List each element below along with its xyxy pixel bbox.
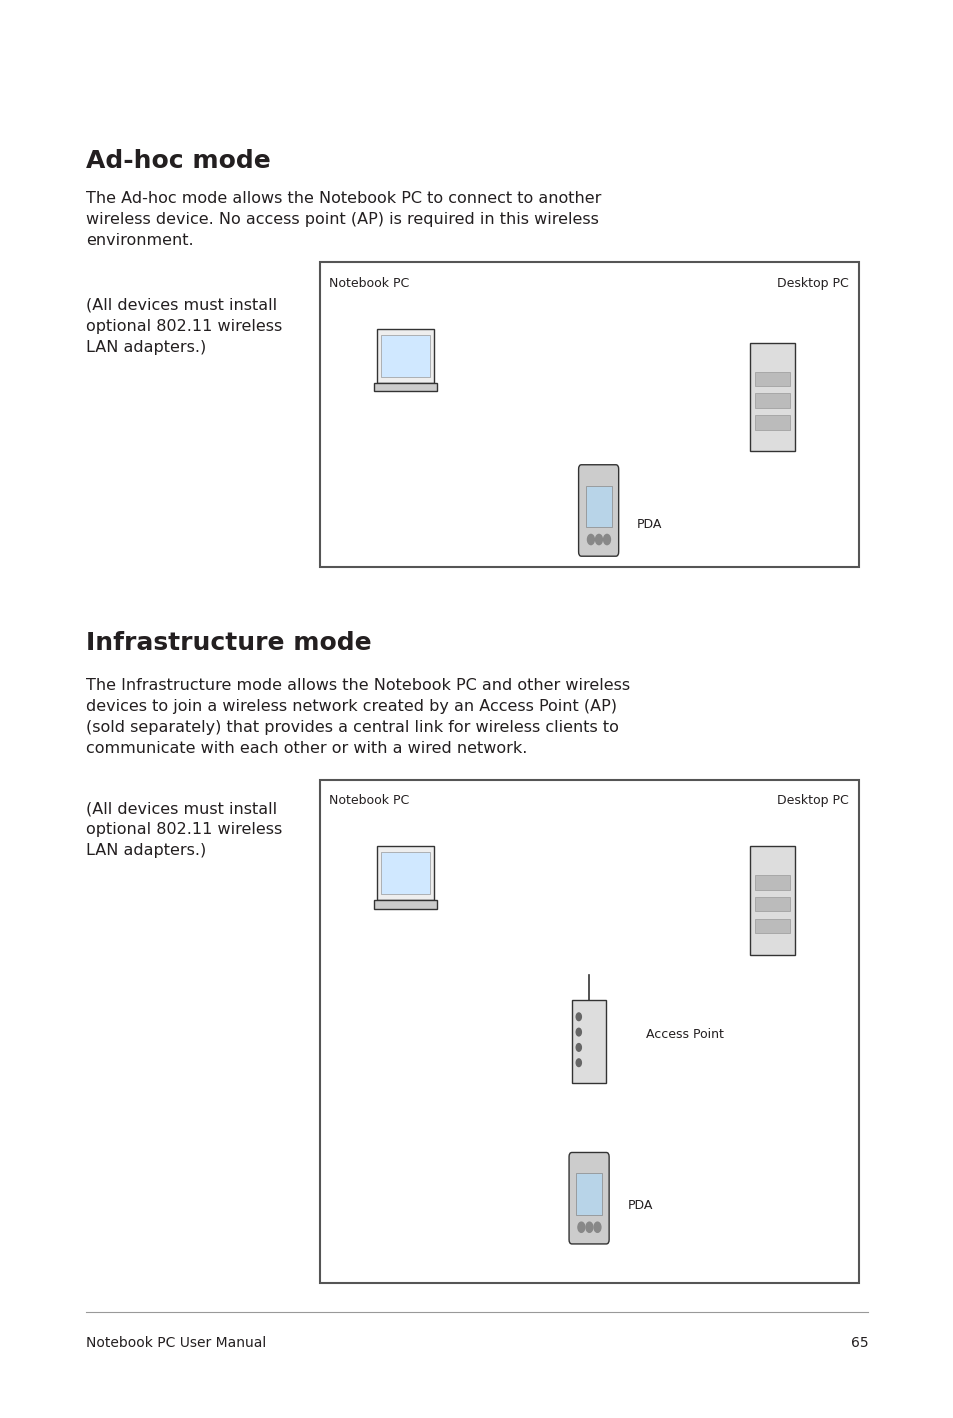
Circle shape bbox=[576, 1012, 580, 1021]
FancyBboxPatch shape bbox=[376, 847, 434, 900]
Text: PDA: PDA bbox=[626, 1198, 652, 1212]
Text: Ad-hoc mode: Ad-hoc mode bbox=[86, 149, 271, 173]
FancyBboxPatch shape bbox=[750, 847, 794, 954]
FancyBboxPatch shape bbox=[755, 896, 789, 912]
FancyBboxPatch shape bbox=[755, 393, 789, 408]
Circle shape bbox=[576, 1028, 580, 1037]
Circle shape bbox=[594, 1222, 600, 1232]
FancyBboxPatch shape bbox=[381, 335, 429, 377]
Text: Notebook PC: Notebook PC bbox=[329, 277, 409, 289]
Circle shape bbox=[576, 1059, 580, 1066]
FancyBboxPatch shape bbox=[576, 1173, 601, 1215]
Circle shape bbox=[585, 1222, 592, 1232]
FancyBboxPatch shape bbox=[755, 919, 789, 933]
Text: (All devices must install
optional 802.11 wireless
LAN adapters.): (All devices must install optional 802.1… bbox=[86, 801, 282, 858]
FancyBboxPatch shape bbox=[755, 415, 789, 430]
FancyBboxPatch shape bbox=[750, 343, 794, 451]
FancyBboxPatch shape bbox=[755, 372, 789, 386]
FancyBboxPatch shape bbox=[374, 383, 436, 391]
FancyBboxPatch shape bbox=[381, 852, 429, 895]
Text: Access Point: Access Point bbox=[646, 1028, 723, 1041]
Circle shape bbox=[595, 535, 601, 545]
FancyBboxPatch shape bbox=[578, 465, 618, 556]
Text: 65: 65 bbox=[850, 1336, 867, 1350]
Text: PDA: PDA bbox=[637, 518, 661, 532]
Text: Notebook PC User Manual: Notebook PC User Manual bbox=[86, 1336, 266, 1350]
Text: (All devices must install
optional 802.11 wireless
LAN adapters.): (All devices must install optional 802.1… bbox=[86, 298, 282, 354]
FancyBboxPatch shape bbox=[319, 262, 858, 567]
FancyBboxPatch shape bbox=[376, 329, 434, 383]
Circle shape bbox=[587, 535, 594, 545]
Text: Desktop PC: Desktop PC bbox=[777, 277, 848, 289]
FancyBboxPatch shape bbox=[568, 1153, 608, 1244]
Circle shape bbox=[576, 1044, 580, 1051]
Text: The Ad-hoc mode allows the Notebook PC to connect to another
wireless device. No: The Ad-hoc mode allows the Notebook PC t… bbox=[86, 191, 600, 248]
FancyBboxPatch shape bbox=[585, 485, 611, 527]
Circle shape bbox=[578, 1222, 584, 1232]
Text: Infrastructure mode: Infrastructure mode bbox=[86, 631, 371, 655]
FancyBboxPatch shape bbox=[755, 875, 789, 889]
FancyBboxPatch shape bbox=[319, 780, 858, 1283]
Circle shape bbox=[603, 535, 610, 545]
Text: The Infrastructure mode allows the Notebook PC and other wireless
devices to joi: The Infrastructure mode allows the Noteb… bbox=[86, 678, 629, 756]
Text: Desktop PC: Desktop PC bbox=[777, 794, 848, 807]
Text: Notebook PC: Notebook PC bbox=[329, 794, 409, 807]
FancyBboxPatch shape bbox=[374, 900, 436, 909]
FancyBboxPatch shape bbox=[571, 1000, 606, 1083]
